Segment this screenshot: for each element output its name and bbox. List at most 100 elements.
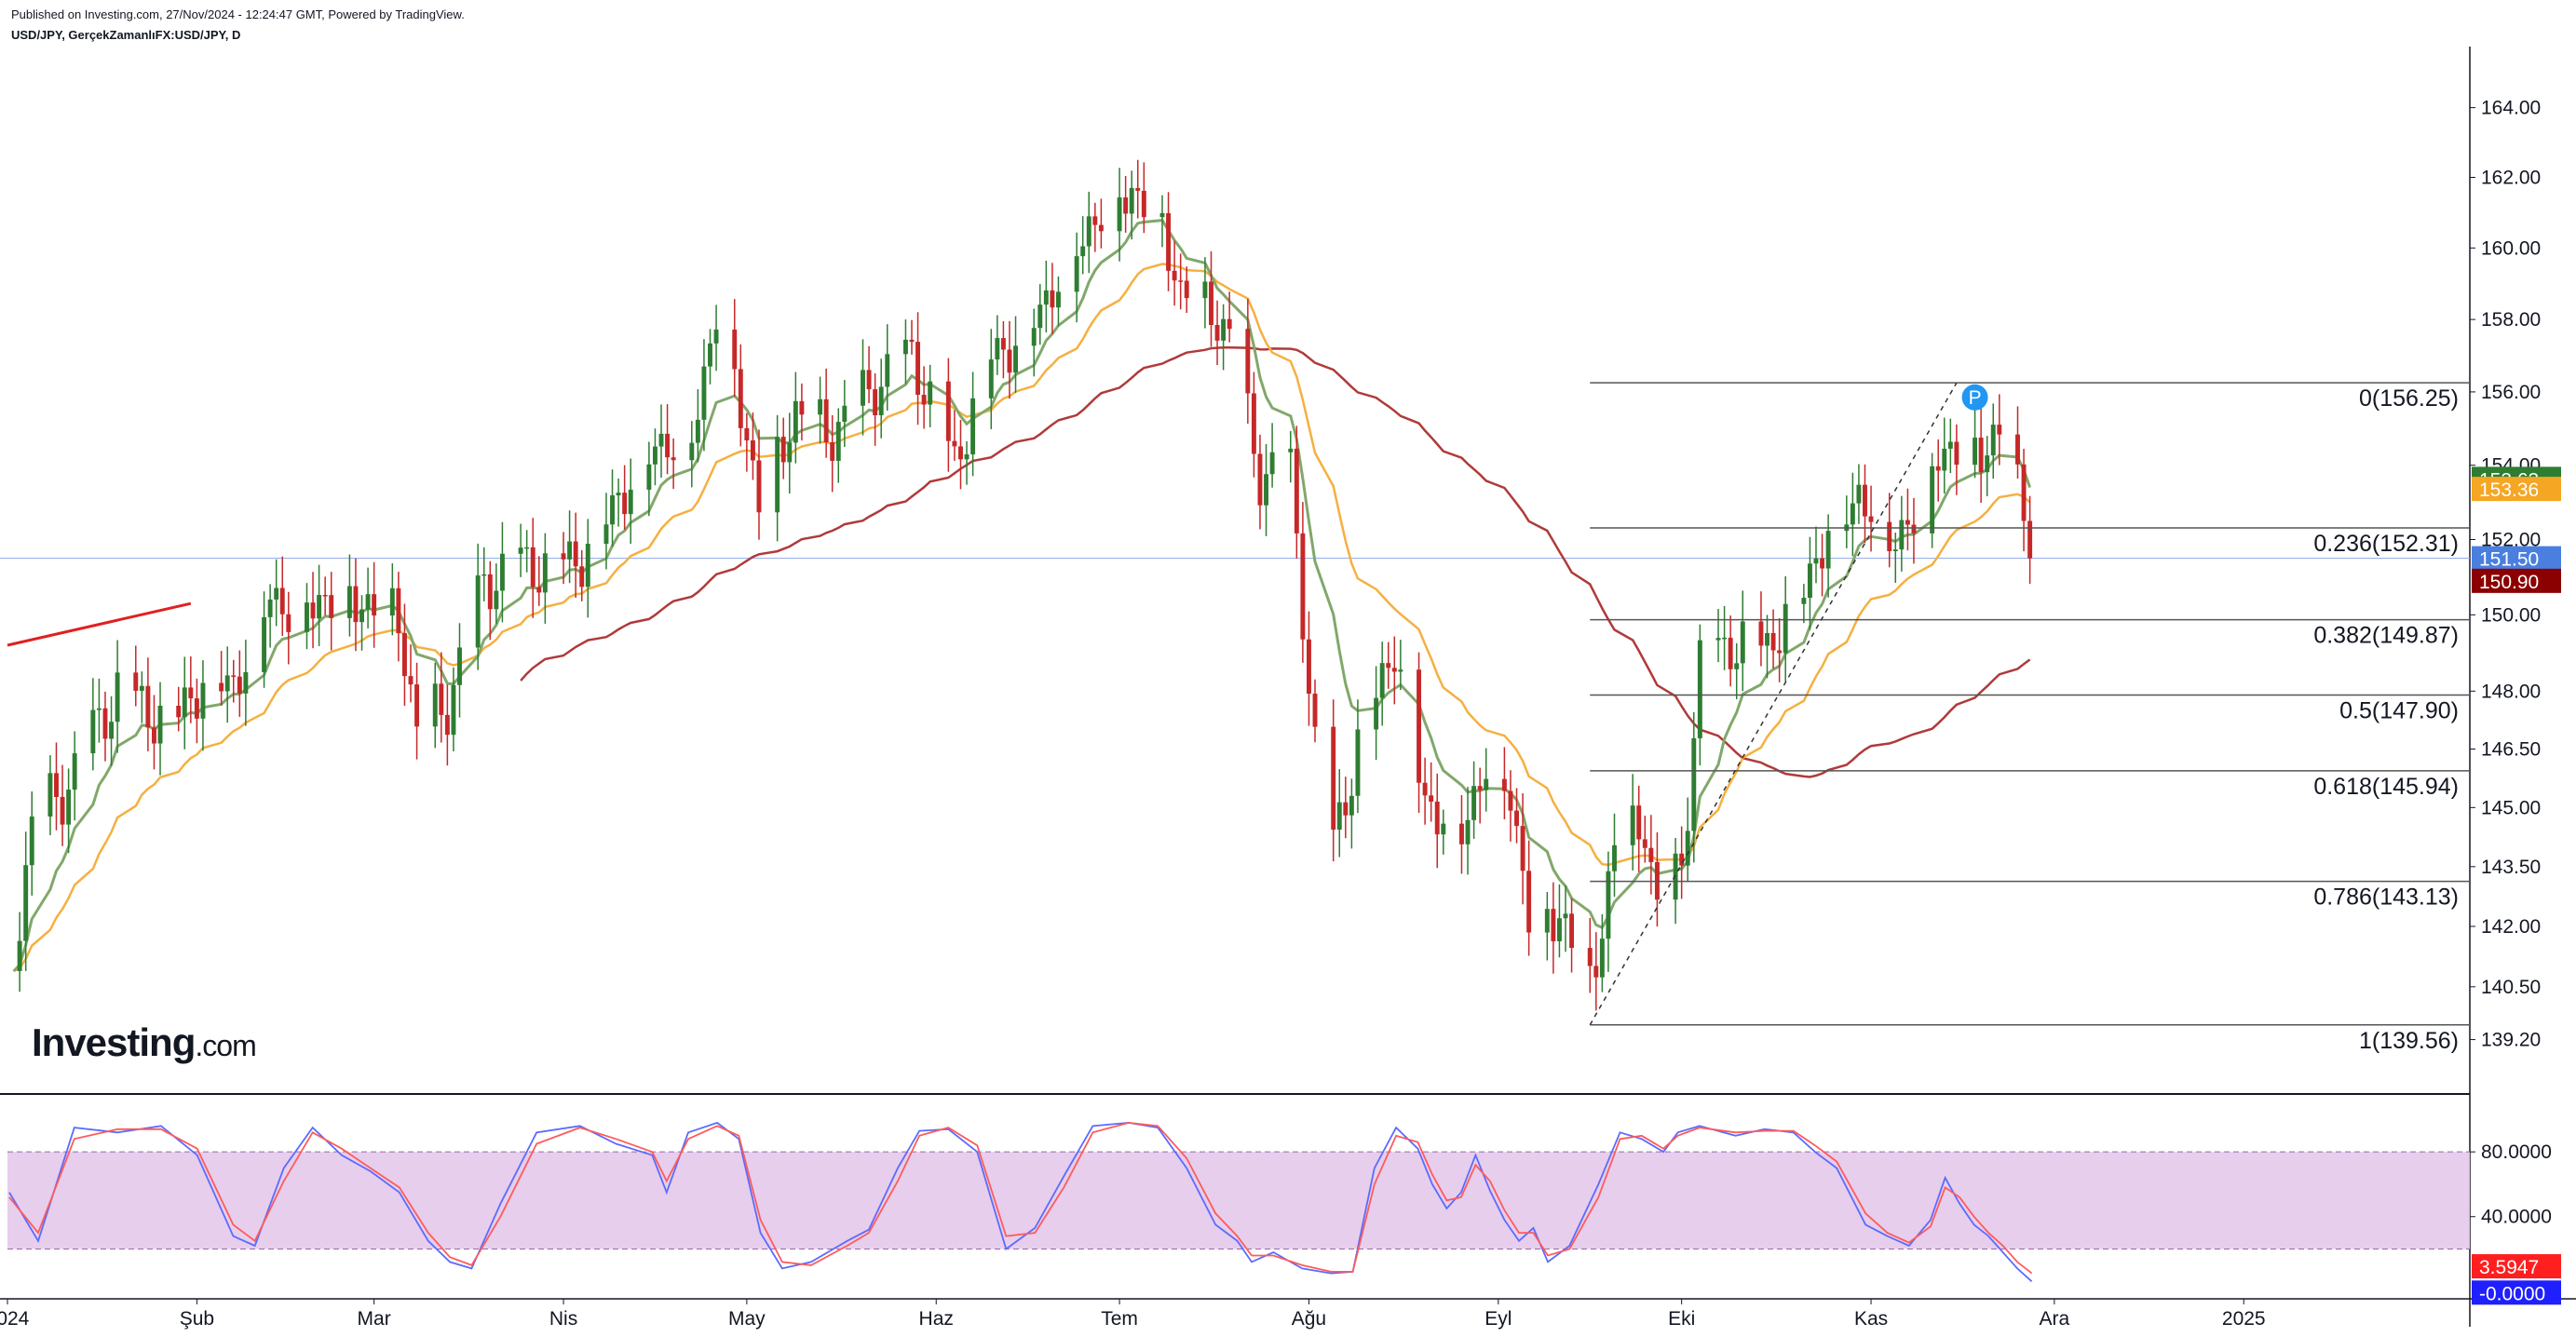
candle-body	[861, 370, 865, 406]
time-tick-label: Ağu	[1292, 1308, 1326, 1330]
candle-body	[1031, 328, 1037, 346]
price-badge-label: 150.90	[2479, 572, 2539, 593]
candle-body	[1935, 466, 1941, 471]
price-badge	[2472, 546, 2561, 571]
stoch-band	[7, 1152, 2470, 1249]
candle-body	[780, 437, 786, 463]
candle-body	[921, 395, 927, 405]
candle-body	[2015, 434, 2020, 465]
candle-body	[1636, 805, 1642, 840]
candle-body	[1465, 819, 1471, 844]
candle-body	[1942, 448, 1947, 471]
candle-body	[274, 587, 279, 600]
candle-body	[346, 586, 352, 618]
candle-body	[145, 685, 151, 728]
candle-body	[1508, 790, 1513, 811]
candle-body	[952, 440, 957, 447]
candle-body	[188, 687, 194, 699]
fib-level-label: 0(156.25)	[2359, 385, 2459, 412]
candle-body	[1606, 871, 1611, 939]
candle-body	[475, 575, 481, 648]
candle-body	[17, 940, 22, 972]
stoch-badge	[2472, 1280, 2561, 1305]
candle-body	[695, 419, 700, 443]
candle-body	[1728, 637, 1733, 669]
candle-body	[835, 422, 841, 461]
candle-body	[1459, 823, 1464, 844]
candle-body	[958, 446, 963, 460]
pivot-marker-icon[interactable]	[1961, 384, 1988, 411]
candle-body	[1673, 853, 1678, 900]
logo-brand: Investing	[32, 1020, 196, 1064]
fib-level-label: 1(139.56)	[2359, 1028, 2459, 1054]
candle-body	[610, 495, 615, 525]
candle-body	[96, 708, 102, 710]
candle-body	[353, 586, 359, 623]
candle-body	[2021, 464, 2027, 521]
candle-body	[652, 446, 658, 465]
candle-body	[372, 594, 377, 616]
candle-body	[1587, 948, 1593, 966]
candle-body	[1526, 871, 1532, 933]
candle-body	[524, 547, 530, 549]
candle-body	[1227, 318, 1232, 330]
candle-body	[1820, 558, 1825, 569]
candle-body	[1294, 448, 1299, 533]
candle-body	[658, 433, 664, 447]
candle-body	[224, 675, 230, 692]
candle-body	[1563, 913, 1568, 919]
stoch-d-line	[8, 1121, 2033, 1275]
candle-body	[451, 684, 456, 736]
candle-body	[536, 587, 542, 593]
candle-body	[1129, 187, 1134, 214]
candle-body	[310, 602, 316, 619]
candle-body	[1037, 304, 1043, 329]
logo-suffix: .com	[195, 1029, 256, 1062]
candle-body	[481, 574, 487, 576]
candle-body	[231, 675, 237, 677]
candle-body	[66, 790, 72, 825]
candle-body	[329, 595, 334, 618]
candle-body	[909, 339, 915, 343]
price-tick-label: 152.00	[2481, 529, 2541, 550]
candle-body	[830, 442, 835, 461]
candle-body	[1930, 466, 1935, 533]
candle-body	[542, 553, 548, 593]
candle-body	[1257, 453, 1263, 506]
trend-line	[7, 601, 192, 647]
candle-body	[738, 369, 743, 428]
candle-body	[1777, 650, 1783, 654]
candle-body	[579, 566, 585, 587]
candle-body	[47, 773, 53, 817]
candle-body	[1398, 669, 1403, 672]
ma-mid-line	[13, 263, 2031, 973]
candle-body	[1098, 224, 1104, 232]
candle-body	[305, 602, 309, 632]
candle-body	[902, 339, 908, 355]
candle-body	[1801, 598, 1807, 604]
candle-body	[701, 366, 707, 420]
candle-body	[1599, 939, 1605, 978]
candle-body	[756, 460, 762, 513]
time-tick-label: Ara	[2040, 1308, 2070, 1330]
candle-body	[279, 587, 285, 614]
candle-body	[1331, 726, 1336, 831]
candle-body	[1758, 621, 1764, 646]
candle-body	[1306, 639, 1311, 695]
candle-body	[1551, 909, 1556, 941]
candle-body	[585, 544, 590, 587]
candle-body	[1251, 393, 1256, 454]
candle-body	[1973, 438, 1978, 466]
candle-body	[1221, 318, 1227, 341]
candle-body	[1086, 216, 1091, 247]
candle-body	[665, 433, 671, 458]
candle-body	[90, 709, 96, 754]
candle-body	[915, 342, 921, 396]
published-note: Published on Investing.com, 27/Nov/2024 …	[11, 7, 465, 21]
candle-body	[1434, 801, 1440, 835]
candle-body	[1312, 694, 1318, 727]
candle-body	[1141, 190, 1146, 218]
candle-body	[1202, 281, 1208, 299]
candle-body	[176, 706, 182, 718]
